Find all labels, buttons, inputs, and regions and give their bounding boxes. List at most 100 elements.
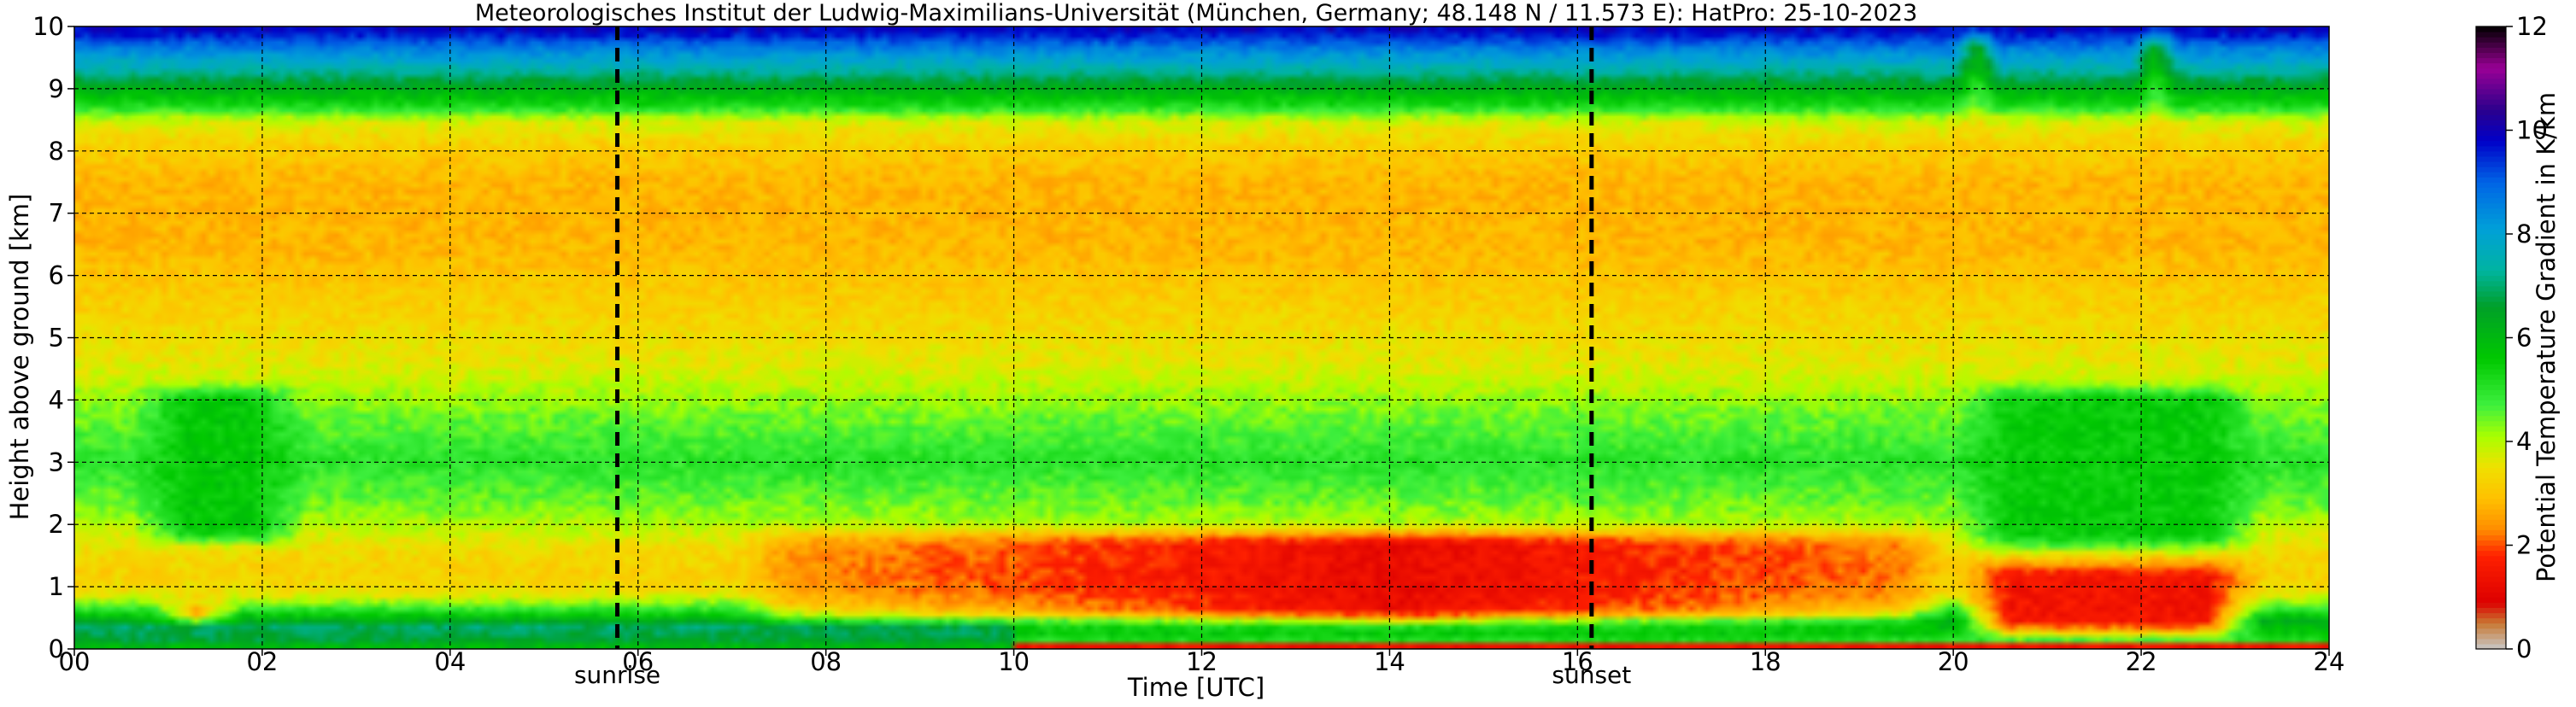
colorbar-segment [2476, 109, 2506, 115]
colorbar-segment [2476, 78, 2506, 85]
chart-title: Meteorologisches Institut der Ludwig-Max… [475, 0, 1917, 26]
colorbar-segment [2476, 172, 2506, 178]
colorbar-segment [2476, 167, 2506, 172]
colorbar-segment [2476, 62, 2506, 69]
y-tick-label: 7 [49, 199, 64, 228]
colorbar-segment [2476, 430, 2506, 437]
colorbar-segment [2476, 295, 2506, 302]
x-tick-label: 08 [810, 647, 842, 676]
colorbar-segment [2476, 73, 2506, 79]
colorbar-segment [2476, 254, 2506, 260]
colorbar-segment [2476, 545, 2506, 552]
sunrise-marker-label: sunrise [574, 661, 660, 689]
colorbar-segment [2476, 265, 2506, 272]
colorbar-segment [2476, 420, 2506, 427]
colorbar-tick-label: 10 [2516, 116, 2548, 145]
colorbar-segment [2476, 617, 2506, 624]
y-tick-label: 1 [49, 572, 64, 601]
colorbar-segment [2476, 405, 2506, 412]
sunset-marker-label: sunset [1552, 661, 1631, 689]
x-tick-label: 14 [1374, 647, 1405, 676]
colorbar-segment [2476, 348, 2506, 354]
colorbar-segment [2476, 587, 2506, 593]
x-tick-label: 12 [1186, 647, 1218, 676]
colorbar: 0 2 4 6 8 10 12 [2475, 12, 2548, 663]
colorbar-segment [2476, 576, 2506, 582]
colorbar-segment [2476, 52, 2506, 59]
colorbar-segment [2476, 358, 2506, 365]
plot-overlay: sunrise sunset [74, 26, 2329, 689]
colorbar-segment [2476, 550, 2506, 557]
colorbar-segment [2476, 555, 2506, 562]
colorbar-segment [2476, 285, 2506, 292]
colorbar-segment [2476, 322, 2506, 328]
colorbar-segment [2476, 270, 2506, 277]
colorbar-segment [2476, 140, 2506, 147]
colorbar-segment [2476, 467, 2506, 474]
colorbar-segment [2476, 130, 2506, 137]
colorbar-segment [2476, 425, 2506, 432]
colorbar-segment [2476, 597, 2506, 603]
y-tick-label: 0 [49, 634, 64, 663]
colorbar-segment [2476, 114, 2506, 120]
colorbar-segment [2476, 290, 2506, 297]
colorbar-segment [2476, 161, 2506, 167]
colorbar-segment [2476, 145, 2506, 152]
colorbar-tick-label: 6 [2516, 324, 2532, 353]
colorbar-segment [2476, 452, 2506, 458]
colorbar-segment [2476, 37, 2506, 43]
colorbar-segment [2476, 125, 2506, 131]
colorbar-segment [2476, 535, 2506, 541]
colorbar-segment [2476, 202, 2506, 209]
colorbar-segment [2476, 301, 2506, 307]
colorbar-tick-label: 4 [2516, 427, 2532, 456]
colorbar-segment [2476, 482, 2506, 489]
colorbar-label: Potential Temperature Gradient in K/km [2532, 92, 2561, 582]
colorbar-segment [2476, 177, 2506, 183]
y-tick-label: 3 [49, 447, 64, 476]
colorbar-segment [2476, 394, 2506, 400]
colorbar-segment [2476, 503, 2506, 510]
colorbar-tick-label: 8 [2516, 219, 2532, 248]
colorbar-segment [2476, 389, 2506, 395]
x-tick-label: 16 [1562, 647, 1593, 676]
y-tick-label: 5 [49, 324, 64, 353]
colorbar-segment [2476, 529, 2506, 535]
colorbar-segment [2476, 332, 2506, 339]
colorbar-segment [2476, 374, 2506, 380]
colorbar-segment [2476, 93, 2506, 100]
colorbar-segment [2476, 104, 2506, 110]
y-tick-label: 2 [49, 510, 64, 539]
y-tick-label: 10 [32, 12, 64, 41]
colorbar-segment [2476, 565, 2506, 572]
colorbar-segment [2476, 519, 2506, 525]
colorbar-segment [2476, 260, 2506, 266]
colorbar-segment [2476, 213, 2506, 219]
colorbar-segment [2476, 435, 2506, 442]
colorbar-segment [2476, 477, 2506, 484]
colorbar-segment [2476, 643, 2506, 650]
colorbar-segment [2476, 493, 2506, 500]
colorbar-segment [2476, 99, 2506, 105]
colorbar-segment [2476, 155, 2506, 162]
colorbar-segment [2476, 415, 2506, 422]
x-tick-label: 24 [2314, 647, 2345, 676]
colorbar-segment [2476, 317, 2506, 323]
colorbar-segment [2476, 633, 2506, 640]
colorbar-tick-label: 12 [2516, 12, 2548, 41]
colorbar-segment [2476, 218, 2506, 225]
colorbar-segment [2476, 135, 2506, 142]
colorbar-segment [2476, 488, 2506, 494]
y-tick-label: 8 [49, 137, 64, 166]
y-tick-label: 6 [49, 261, 64, 290]
x-axis-label: Time [UTC] [1127, 673, 1265, 702]
x-tick-label: 22 [2126, 647, 2157, 676]
colorbar-segment [2476, 612, 2506, 619]
colorbar-tick-label: 2 [2516, 531, 2532, 560]
colorbar-segment [2476, 182, 2506, 188]
colorbar-segment [2476, 307, 2506, 313]
colorbar-segment [2476, 83, 2506, 90]
colorbar-segment [2476, 197, 2506, 204]
